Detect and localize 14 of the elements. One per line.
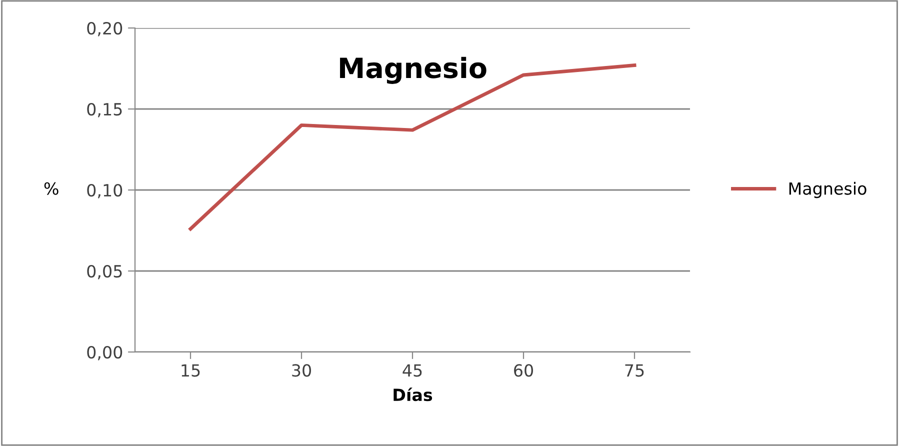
x-tick-label: 75 xyxy=(625,364,644,377)
legend-label: Magnesio xyxy=(789,182,866,198)
x-tick-label: 60 xyxy=(514,364,533,377)
y-tick-label: 0,15 xyxy=(87,102,122,118)
x-tick-label: 45 xyxy=(402,364,422,377)
y-tick-label: 0,10 xyxy=(87,184,122,198)
y-tick-label: 0,20 xyxy=(87,22,122,36)
y-tick-label: 0,05 xyxy=(87,264,122,280)
y-axis-title: % xyxy=(44,182,58,195)
y-tick-label: 0,00 xyxy=(87,346,122,360)
x-axis-title: Días xyxy=(394,388,432,402)
text: Magnesio xyxy=(340,56,486,84)
x-tick-label: 15 xyxy=(182,364,200,377)
x-tick-label: 30 xyxy=(292,364,311,377)
